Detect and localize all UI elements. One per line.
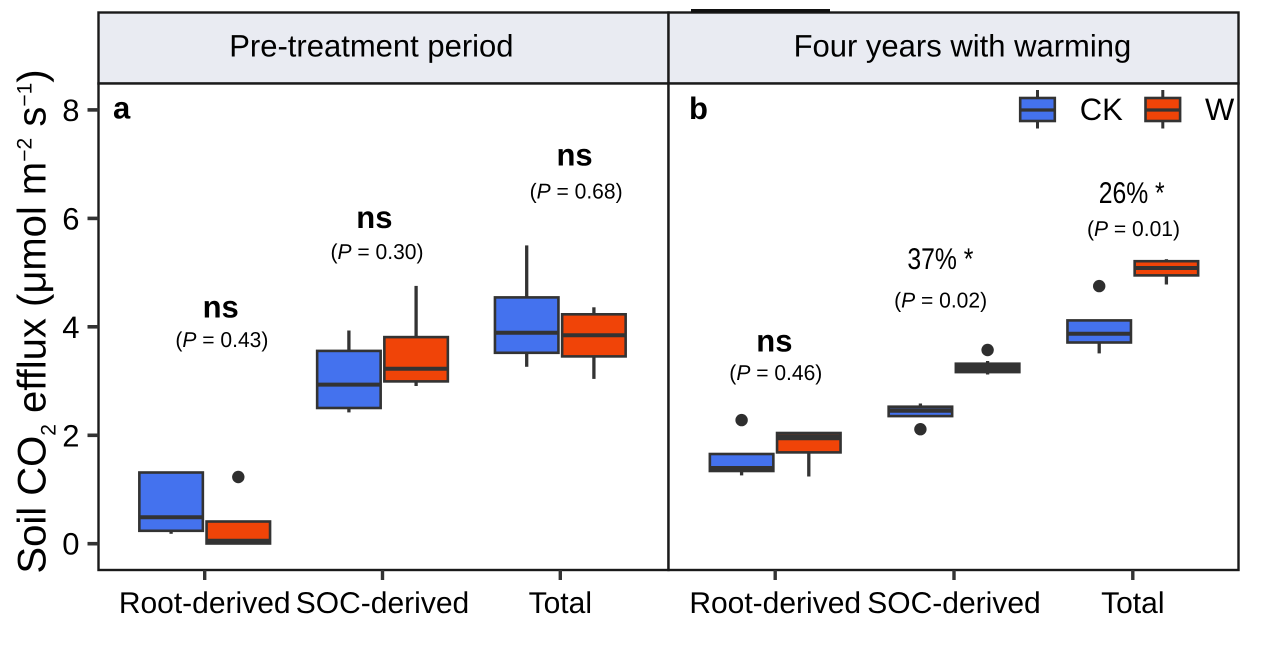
svg-text:ns: ns xyxy=(203,290,239,325)
svg-text:Root-derived: Root-derived xyxy=(689,587,861,620)
svg-text:Four years with warming: Four years with warming xyxy=(794,29,1132,64)
svg-text:0: 0 xyxy=(62,527,79,562)
svg-text:(P = 0.01): (P = 0.01) xyxy=(1087,217,1180,241)
svg-text:8: 8 xyxy=(62,93,79,128)
svg-text:ns: ns xyxy=(356,200,392,235)
svg-text:Soil CO2 efflux (μmol m−2 s−1): Soil CO2 efflux (μmol m−2 s−1) xyxy=(11,69,61,573)
svg-text:Pre-treatment period: Pre-treatment period xyxy=(229,29,513,64)
svg-text:CK: CK xyxy=(1080,92,1123,127)
svg-text:37% *: 37% * xyxy=(907,243,973,276)
svg-text:(P = 0.68): (P = 0.68) xyxy=(530,180,623,204)
svg-text:6: 6 xyxy=(62,201,79,236)
svg-text:SOC-derived: SOC-derived xyxy=(867,587,1040,620)
svg-text:W: W xyxy=(1205,92,1235,127)
svg-text:a: a xyxy=(113,91,131,126)
svg-text:(P = 0.43): (P = 0.43) xyxy=(175,328,268,352)
svg-text:2: 2 xyxy=(62,418,79,453)
svg-text:(P = 0.46): (P = 0.46) xyxy=(729,361,822,385)
svg-text:b: b xyxy=(689,91,708,126)
svg-text:(P = 0.02): (P = 0.02) xyxy=(894,288,987,312)
svg-text:ns: ns xyxy=(756,324,792,359)
svg-text:4: 4 xyxy=(62,310,79,345)
svg-text:SOC-derived: SOC-derived xyxy=(296,587,469,620)
svg-text:Total: Total xyxy=(529,587,592,620)
svg-text:Total: Total xyxy=(1101,587,1164,620)
svg-text:ns: ns xyxy=(557,138,593,173)
svg-text:(P = 0.30): (P = 0.30) xyxy=(331,240,424,264)
svg-text:26% *: 26% * xyxy=(1099,177,1165,210)
svg-text:Root-derived: Root-derived xyxy=(119,587,291,620)
